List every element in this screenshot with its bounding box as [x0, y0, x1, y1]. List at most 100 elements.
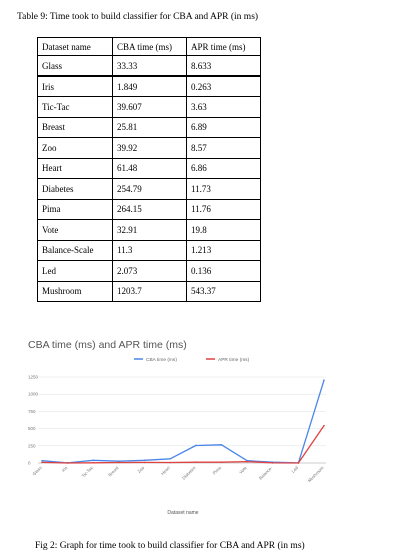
data-point — [143, 459, 146, 462]
apr-time-cell: 543.37 — [186, 280, 261, 302]
table-row: Led 2.073 0.136 — [37, 260, 261, 282]
data-point — [195, 461, 197, 463]
x-tick-label: Tic-Tac — [81, 465, 95, 479]
dataset-name-cell: Iris — [37, 75, 113, 97]
table-row: Vote 32.91 19.8 — [37, 219, 261, 241]
dataset-name-cell: Breast — [37, 116, 113, 138]
data-point — [220, 444, 223, 446]
dataset-name-cell: Heart — [37, 157, 113, 179]
x-tick-label: Diabetes — [181, 465, 197, 481]
cba-time-cell: 25.81 — [112, 116, 187, 138]
y-tick-label: 750 — [28, 409, 36, 414]
apr-time-cell: 8.633 — [186, 55, 261, 77]
x-tick-label: Breast — [107, 465, 120, 478]
x-tick-label: Mushroom — [307, 465, 325, 483]
figure-caption: Fig 2: Graph for time took to build clas… — [35, 541, 305, 551]
table-row: Tic-Tac 39.607 3.63 — [37, 96, 261, 118]
data-point — [92, 461, 95, 464]
data-point — [118, 461, 120, 464]
apr-time-cell: 3.63 — [186, 96, 261, 118]
apr-time-cell: 11.73 — [186, 178, 261, 200]
data-point — [246, 460, 248, 463]
table-header-row: Dataset name CBA time (ms) APR time (ms) — [37, 37, 261, 56]
dataset-name-cell: Glass — [37, 55, 113, 77]
dataset-name-cell: Tic-Tac — [37, 96, 113, 118]
x-tick-label: Pima — [212, 465, 223, 476]
y-tick-label: 0 — [28, 461, 31, 466]
cba-time-cell: 2.073 — [112, 260, 187, 282]
y-tick-label: 250 — [28, 443, 36, 448]
table-row: Heart 61.48 6.86 — [37, 157, 261, 179]
apr-time-cell: 11.76 — [186, 198, 261, 220]
cba-time-cell: 1.849 — [112, 75, 187, 97]
table-caption: Table 9: Time took to build classifier f… — [17, 12, 259, 22]
apr-time-cell: 8.57 — [186, 137, 261, 159]
data-point — [143, 461, 146, 464]
legend-label: CBA time (ms) — [146, 357, 177, 363]
chart-title: CBA time (ms) and APR time (ms) — [28, 339, 187, 351]
data-point — [169, 461, 171, 464]
series-line — [41, 425, 325, 464]
cba-time-cell: 39.607 — [112, 96, 187, 118]
cba-time-cell: 264.15 — [112, 198, 187, 220]
results-table: Dataset name CBA time (ms) APR time (ms)… — [37, 37, 261, 302]
data-point — [41, 461, 43, 464]
cba-time-cell: 1203.7 — [112, 280, 187, 302]
dataset-name-cell: Zoo — [37, 137, 113, 159]
table-row: Iris 1.849 0.263 — [37, 75, 261, 97]
cba-time-cell: 39.92 — [112, 137, 187, 159]
x-tick-label: Heart — [160, 465, 172, 477]
data-point — [41, 459, 43, 462]
y-tick-label: 1250 — [28, 375, 39, 380]
table-row: Pima 264.15 11.76 — [37, 198, 261, 220]
x-tick-label: Led — [290, 465, 299, 474]
table-row: Breast 25.81 6.89 — [37, 116, 261, 138]
table-row: Glass 33.33 8.633 — [37, 55, 261, 77]
data-point — [92, 459, 95, 462]
dataset-name-cell: Led — [37, 260, 113, 282]
data-point — [169, 457, 171, 460]
cba-time-cell: 32.91 — [112, 219, 187, 241]
data-point — [195, 444, 197, 447]
chart-canvas: CBA time (ms) APR time (ms) 1250 1000 750 500… — [28, 357, 326, 516]
x-tick-label: Glass — [31, 465, 42, 476]
data-point — [323, 424, 325, 427]
apr-time-cell: 19.8 — [186, 219, 261, 241]
dataset-name-cell: Diabetes — [37, 178, 113, 200]
apr-time-cell: 6.86 — [186, 157, 261, 179]
data-point — [323, 379, 325, 381]
table-row: Mushroom 1203.7 543.37 — [37, 280, 261, 302]
data-point — [297, 462, 300, 464]
series-line — [41, 380, 325, 464]
dataset-name-cell: Vote — [37, 219, 113, 241]
apr-time-cell: 0.136 — [186, 260, 261, 282]
column-header: APR time (ms) — [186, 37, 261, 56]
x-tick-label: Balance- — [258, 465, 274, 481]
table-row: Balance-Scale 11.3 1.213 — [37, 239, 261, 261]
data-point — [271, 462, 274, 464]
line-chart: CBA time (ms) and APR time (ms) CBA time… — [22, 333, 366, 523]
cba-time-cell: 33.33 — [112, 55, 187, 77]
x-tick-label: Iris — [61, 465, 69, 473]
data-point — [66, 462, 69, 464]
dataset-name-cell: Mushroom — [37, 280, 113, 302]
apr-time-cell: 0.263 — [186, 75, 261, 97]
column-header: CBA time (ms) — [112, 37, 187, 56]
cba-time-cell: 61.48 — [112, 157, 187, 179]
apr-time-cell: 6.89 — [186, 116, 261, 138]
table-body: Glass 33.33 8.633 Iris 1.849 0.263 Tic-Tac 39.6… — [37, 55, 261, 302]
dataset-name-cell: Balance-Scale — [37, 239, 113, 261]
table-row: Diabetes 254.79 11.73 — [37, 178, 261, 200]
column-header: Dataset name — [37, 37, 113, 56]
cba-time-cell: 254.79 — [112, 178, 187, 200]
y-tick-label: 1000 — [28, 392, 39, 397]
data-point — [220, 461, 223, 463]
x-tick-label: Zoo — [136, 465, 145, 474]
y-tick-label: 500 — [28, 426, 36, 431]
legend-label: APR time (ms) — [218, 357, 250, 363]
table-row: Zoo 39.92 8.57 — [37, 137, 261, 159]
apr-time-cell: 1.213 — [186, 239, 261, 261]
data-point — [118, 460, 120, 463]
x-axis-label: Dataset name — [167, 510, 198, 516]
cba-time-cell: 11.3 — [112, 239, 187, 261]
